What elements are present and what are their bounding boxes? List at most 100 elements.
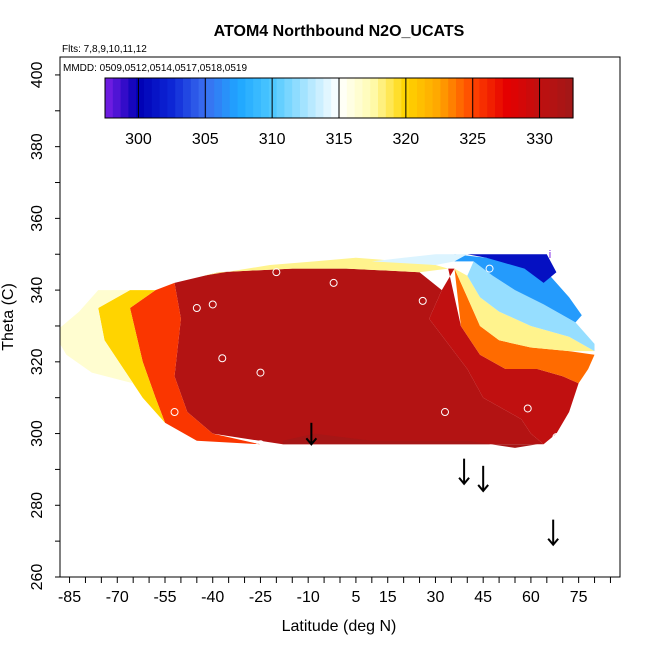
colorbar-swatch [315, 78, 324, 118]
colorbar-swatch [105, 78, 114, 118]
sample-point-13 [552, 433, 561, 442]
down-arrow-2 [477, 465, 489, 493]
heat-region-11 [371, 254, 468, 265]
colorbar-swatch [534, 78, 543, 118]
sample-point-2 [218, 354, 227, 363]
y-axis: 260 280 300 320 340 360 380 400 [29, 61, 60, 590]
colorbar-swatch [112, 78, 122, 118]
colorbar-swatch [261, 78, 270, 118]
dates-subtitle: MMDD: 0509,0512,0514,0517,0518,0519 [63, 63, 247, 74]
colorbar-swatch [323, 78, 332, 118]
y-tick-label: 320 [29, 348, 46, 375]
x-tick-label: -10 [297, 589, 320, 606]
colorbar-swatch [253, 78, 262, 118]
y-tick-label: 280 [29, 492, 46, 519]
x-axis: -85 -70 -55 -40 -25 -10 5 15 30 45 60 75 [58, 577, 611, 606]
heat-region-6 [454, 268, 595, 384]
sample-point-11 [256, 440, 265, 449]
colorbar-swatch [409, 78, 418, 118]
colorbar-swatch [151, 78, 161, 118]
heat-region-7 [454, 268, 595, 352]
colorbar-swatch [456, 78, 465, 118]
colorbar-swatch [487, 78, 496, 118]
colorbar-swatch [510, 78, 519, 118]
y-tick-label: 360 [29, 205, 46, 232]
sample-point-6 [418, 296, 427, 305]
colorbar-swatch [526, 78, 535, 118]
colorbar-swatch [463, 78, 473, 118]
colorbar-swatch [518, 78, 527, 118]
colorbar-swatch [565, 78, 574, 118]
colorbar-swatch [370, 78, 379, 118]
sample-point-8 [485, 264, 494, 273]
x-tick-label: -70 [106, 589, 129, 606]
x-tick-label: -85 [58, 589, 81, 606]
arrow-markers [305, 422, 559, 547]
colorbar-swatch [128, 78, 137, 118]
x-tick-label: 15 [379, 589, 397, 606]
colorbar-swatch [198, 78, 207, 118]
colorbar-swatch [471, 78, 480, 118]
colorbar-swatch [292, 78, 301, 118]
colorbar-swatch [175, 78, 184, 118]
heat-region-2 [98, 290, 165, 423]
colorbar-swatch [385, 78, 395, 118]
colorbar-swatch [448, 78, 457, 118]
colorbar-swatch [331, 78, 340, 118]
colorbar-swatch [167, 78, 176, 118]
colorbar-swatch [354, 78, 363, 118]
colorbar-swatch [300, 78, 309, 118]
colorbar-swatch [346, 78, 356, 118]
colorbar-swatch [502, 78, 512, 118]
sample-point-7 [441, 408, 449, 417]
colorbar-swatch [222, 78, 231, 118]
heat-region-3 [60, 290, 134, 384]
colorbar-swatch [245, 78, 254, 118]
heat-region-1 [130, 282, 261, 445]
heatmap-field [60, 254, 595, 448]
colorbar: 300 305 310 315 320 325 330 [104, 77, 574, 148]
colorbar-tick-label: 315 [326, 131, 353, 148]
colorbar-swatch [237, 78, 246, 118]
colorbar-swatch [276, 78, 285, 118]
colorbar-swatch [378, 78, 387, 118]
heat-region-9 [454, 254, 582, 323]
colorbar-swatch [284, 78, 293, 118]
sample-point-5 [329, 278, 338, 287]
y-tick-label: 300 [29, 420, 46, 447]
heat-region-10 [467, 254, 557, 283]
x-tick-label: 5 [351, 589, 360, 606]
colorbar-swatch [159, 78, 168, 118]
sample-point-10 [170, 408, 179, 417]
colorbar-swatch [190, 78, 200, 118]
sample-point-0 [192, 304, 201, 313]
colorbar-swatch [183, 78, 192, 118]
colorbar-swatch [495, 78, 504, 118]
colorbar-tick-label: 300 [125, 131, 152, 148]
y-axis-label: Theta (C) [0, 283, 17, 351]
colorbar-swatch [424, 78, 434, 118]
colorbar-swatch [440, 78, 449, 118]
x-tick-label: -40 [201, 589, 224, 606]
x-tick-label: 30 [427, 589, 445, 606]
colorbar-swatch [144, 78, 153, 118]
colorbar-swatch [206, 78, 215, 118]
y-tick-label: 340 [29, 277, 46, 304]
down-arrow-1 [458, 458, 470, 486]
sample-point-1 [208, 300, 217, 309]
heat-region-5 [429, 268, 579, 445]
colorbar-swatch [307, 78, 317, 118]
colorbar-swatch [549, 78, 558, 118]
colorbar-tick-label: 310 [259, 131, 286, 148]
x-tick-label: -25 [249, 589, 272, 606]
x-tick-label: 45 [474, 589, 492, 606]
x-tick-label: 60 [522, 589, 540, 606]
colorbar-frame [104, 77, 574, 119]
colorbar-swatch [339, 78, 348, 118]
colorbar-swatch [362, 78, 371, 118]
colorbar-swatch [214, 78, 223, 118]
heat-region-0 [174, 268, 544, 445]
colorbar-swatch [479, 78, 488, 118]
y-tick-label: 260 [29, 564, 46, 591]
x-tick-label: 75 [570, 589, 588, 606]
